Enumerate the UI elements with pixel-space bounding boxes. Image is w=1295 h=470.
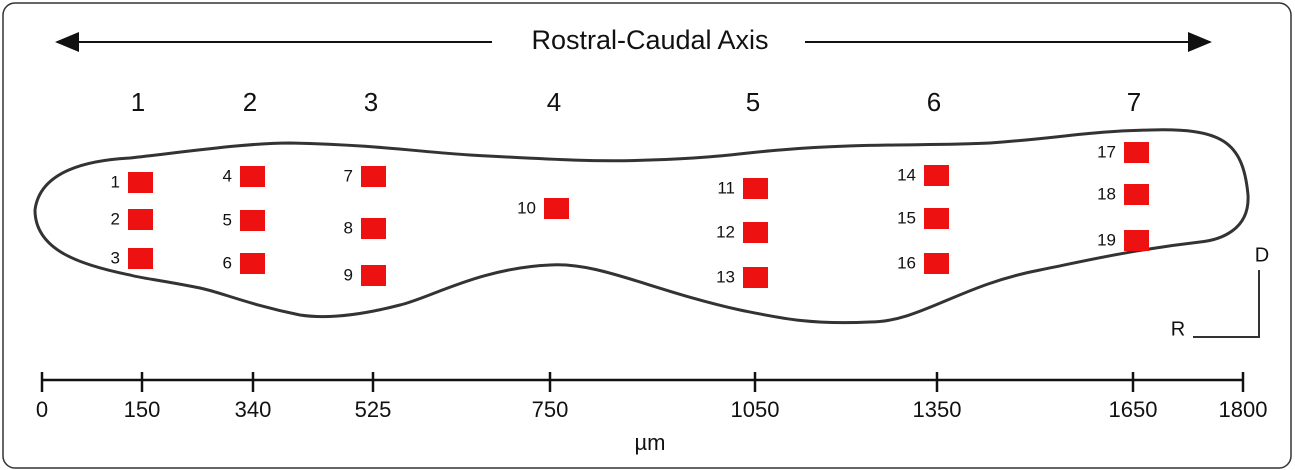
axis-tick-label: 750 [532,397,569,422]
title: Rostral-Caudal Axis [531,25,768,55]
orientation-label: D [1255,244,1269,266]
site-label: 9 [344,265,353,284]
axis-tick-label: 0 [36,397,48,422]
site-label: 11 [717,178,735,197]
recording-site [1124,142,1149,163]
site-label: 18 [1097,184,1116,203]
recording-site [743,222,768,243]
site-label: 2 [111,209,120,228]
recording-site [743,267,768,288]
recording-site [361,265,386,286]
recording-site [128,172,153,193]
site-label: 6 [223,253,232,272]
orientation-label: R [1171,318,1185,340]
recording-site [544,198,569,219]
recording-site [743,178,768,199]
column-label: 5 [746,87,760,117]
site-label: 10 [517,198,536,217]
recording-site [924,253,949,274]
axis-tick-label: 525 [355,397,392,422]
site-label: 19 [1097,230,1116,249]
site-label: 7 [344,166,353,185]
recording-site [361,218,386,239]
column-label: 1 [131,87,145,117]
axis-tick-label: 1650 [1109,397,1158,422]
recording-site [924,165,949,186]
recording-site [128,248,153,269]
recording-site [240,166,265,187]
site-label: 4 [223,166,232,185]
recording-site [240,253,265,274]
tissue-outline [33,128,1250,325]
axis-tick-label: 1350 [913,397,962,422]
axis-tick-label: 340 [235,397,272,422]
site-label: 12 [716,222,735,241]
axis-tick-label: 150 [124,397,161,422]
recording-site [1124,230,1149,251]
column-label: 2 [243,87,257,117]
site-label: 3 [111,248,120,267]
recording-site [361,166,386,187]
recording-site [924,208,949,229]
column-label: 3 [364,87,378,117]
axis-tick-label: 1800 [1219,397,1268,422]
axis-tick-label: 1050 [731,397,780,422]
site-label: 14 [897,165,916,184]
recording-site [240,210,265,231]
recording-site [128,209,153,230]
column-label: 6 [927,87,941,117]
column-label: 7 [1127,87,1141,117]
site-label: 16 [897,253,916,272]
site-label: 17 [1097,142,1116,161]
column-label: 4 [547,87,561,117]
site-label: 8 [344,218,353,237]
site-label: 13 [716,267,735,286]
axis-label: µm [634,430,665,455]
site-label: 15 [897,208,916,227]
site-label: 5 [223,210,232,229]
recording-site [1124,184,1149,205]
site-label: 1 [111,172,120,191]
